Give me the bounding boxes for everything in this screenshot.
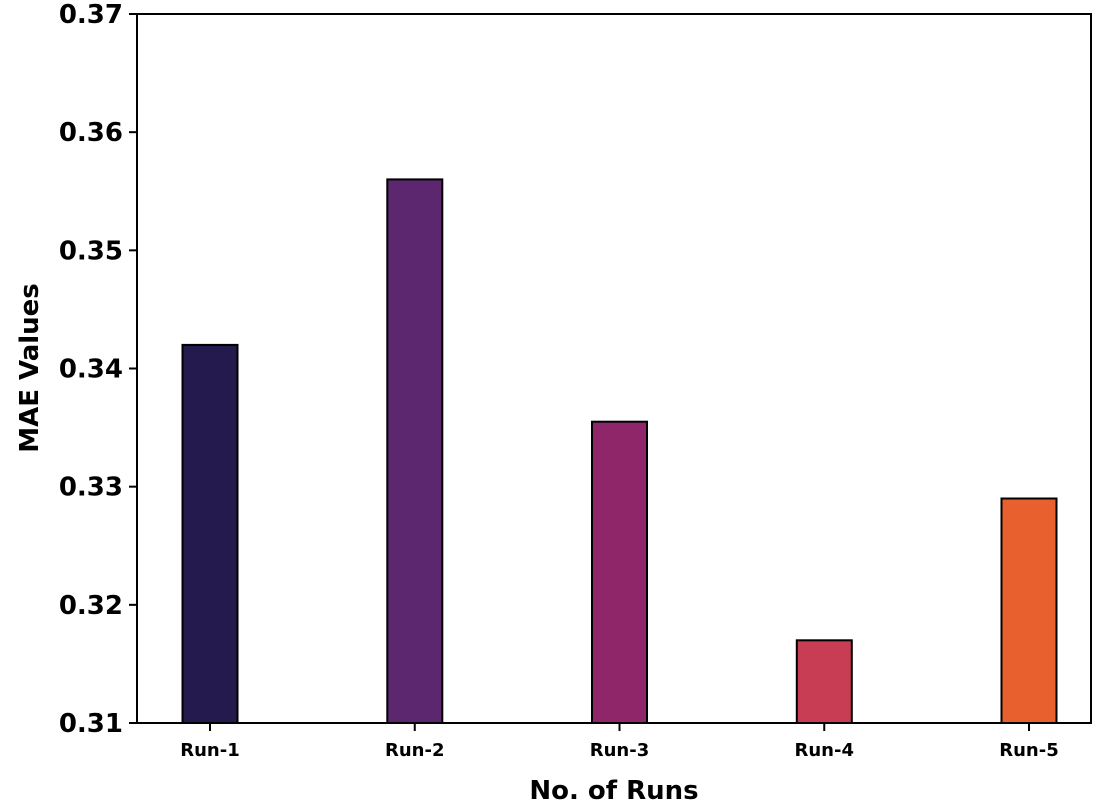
y-tick-label: 0.36 — [59, 118, 123, 148]
bar-run-4 — [795, 639, 853, 724]
y-tick-label: 0.37 — [59, 0, 123, 30]
y-axis-ticks: 0.31 0.32 0.33 0.34 0.35 0.36 0.37 — [59, 0, 137, 739]
x-tick-label: Run-1 — [180, 740, 239, 761]
x-tick-label: Run-5 — [999, 740, 1058, 761]
y-tick-label: 0.32 — [59, 591, 123, 621]
x-tick-label: Run-3 — [590, 740, 649, 761]
x-tick-label: Run-4 — [795, 740, 854, 761]
y-tick-label: 0.35 — [59, 236, 123, 266]
y-axis-title: MAE Values — [15, 283, 45, 453]
x-tick-label: Run-2 — [385, 740, 444, 761]
y-tick-label: 0.33 — [59, 473, 123, 503]
x-axis-title: No. of Runs — [529, 776, 698, 804]
plot-frame — [136, 13, 1092, 724]
x-axis-ticks: Run-1 Run-2 Run-3 Run-4 Run-5 — [180, 723, 1059, 761]
bar-run-5 — [1000, 497, 1058, 724]
y-tick-label: 0.34 — [59, 355, 123, 385]
bar-run-2 — [386, 178, 444, 724]
bar-run-1 — [181, 343, 239, 724]
bars — [181, 178, 1058, 724]
y-tick-label: 0.31 — [59, 709, 123, 739]
bar-run-3 — [591, 420, 648, 724]
